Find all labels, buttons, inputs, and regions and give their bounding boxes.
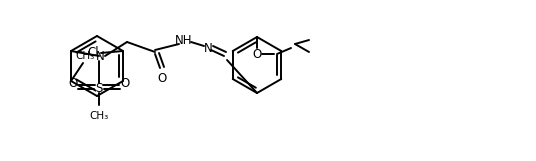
Text: S: S (95, 81, 103, 95)
Text: Cl: Cl (87, 47, 99, 60)
Text: N: N (204, 42, 212, 55)
Text: O: O (121, 76, 130, 90)
Text: NH: NH (175, 33, 193, 47)
Text: O: O (252, 47, 262, 61)
Text: CH₃: CH₃ (90, 111, 109, 121)
Text: O: O (158, 71, 167, 85)
Text: CH₃: CH₃ (76, 51, 95, 61)
Text: N: N (95, 49, 105, 62)
Text: O: O (69, 76, 78, 90)
